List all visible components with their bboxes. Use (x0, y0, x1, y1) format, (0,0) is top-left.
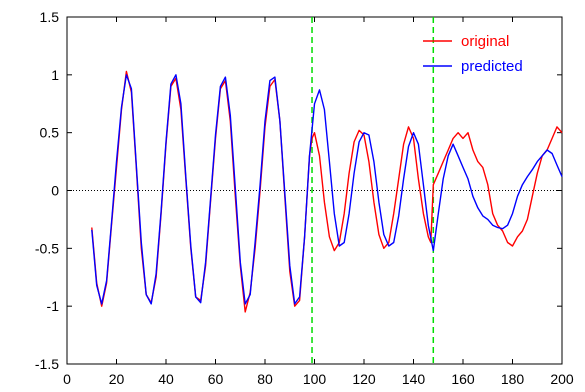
y-tick-label: 0.5 (40, 125, 60, 141)
x-tick-label: 40 (158, 371, 174, 387)
legend: original predicted (423, 33, 523, 75)
y-tick-label: 1.5 (40, 9, 60, 25)
x-tick-label: 100 (303, 371, 327, 387)
y-tick-label: -1 (47, 298, 60, 314)
x-tick-label: 20 (109, 371, 125, 387)
plot-frame (66, 16, 563, 365)
y-tick-label: 1 (51, 67, 59, 83)
legend-label-predicted: predicted (461, 58, 523, 75)
y-tick-label: -0.5 (35, 240, 59, 256)
x-tick-label: 120 (352, 371, 376, 387)
series-line-predicted (91, 74, 563, 305)
x-tick-label: 0 (63, 371, 71, 387)
y-tick-label: 0 (51, 183, 59, 199)
series-line-original (91, 70, 563, 313)
x-tick-label: 200 (550, 371, 574, 387)
legend-label-original: original (461, 33, 509, 50)
y-tick-label: -1.5 (35, 356, 59, 372)
x-tick-label: 160 (451, 371, 475, 387)
series-lines (91, 70, 563, 313)
x-tick-label: 180 (501, 371, 525, 387)
x-tick-label: 80 (257, 371, 273, 387)
x-tick-label: 60 (208, 371, 224, 387)
x-tick-label: 140 (402, 371, 426, 387)
axis-ticks: 0 20 40 60 80 100 120 140 160 180 200 -1.5 -1 -0.5 0 0.… (35, 9, 574, 387)
